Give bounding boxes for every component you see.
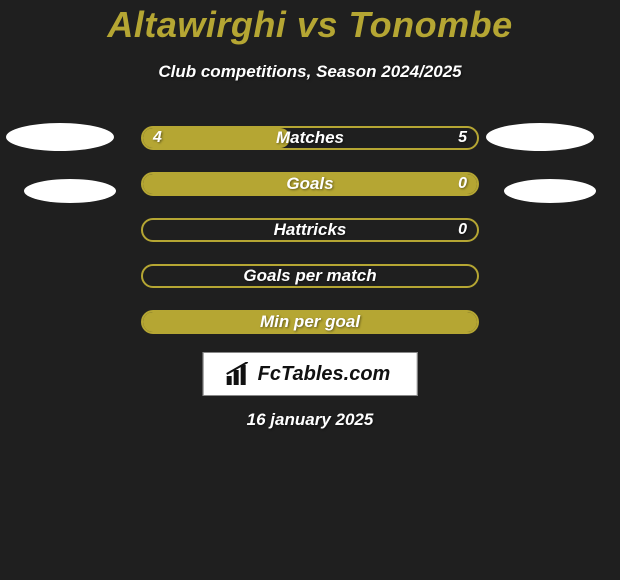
stat-row: Min per goal xyxy=(141,310,479,334)
stat-left-value: 4 xyxy=(153,128,193,148)
side-ellipse xyxy=(504,179,596,203)
stat-row: Goals0 xyxy=(141,172,479,196)
page-title: Altawirghi vs Tonombe xyxy=(0,4,620,46)
stat-row: Matches45 xyxy=(141,126,479,150)
stat-row-label: Min per goal xyxy=(143,312,477,332)
comparison-infographic: Altawirghi vs Tonombe Club competitions,… xyxy=(0,0,620,580)
side-ellipse xyxy=(24,179,116,203)
brand-text: FcTables.com xyxy=(258,363,391,386)
brand-bars-icon xyxy=(226,362,252,386)
stat-row-label: Goals per match xyxy=(143,266,477,286)
stat-right-value: 0 xyxy=(427,220,467,240)
stat-row: Hattricks0 xyxy=(141,218,479,242)
stat-right-value: 5 xyxy=(427,128,467,148)
side-ellipse xyxy=(6,123,114,151)
stat-row: Goals per match xyxy=(141,264,479,288)
stat-right-value: 0 xyxy=(427,174,467,194)
side-ellipse xyxy=(486,123,594,151)
date-label: 16 january 2025 xyxy=(0,410,620,430)
page-subtitle: Club competitions, Season 2024/2025 xyxy=(0,62,620,82)
brand-box: FcTables.com xyxy=(203,352,418,396)
